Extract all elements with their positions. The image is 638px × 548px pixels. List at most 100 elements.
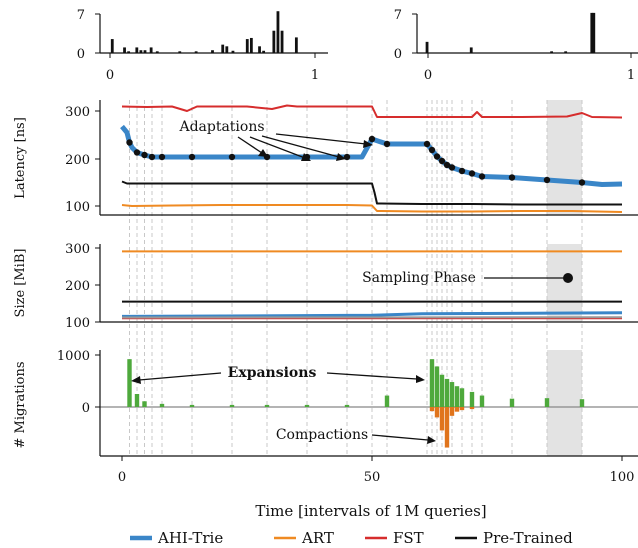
hist-left-xtick: 1: [311, 68, 319, 83]
migrations-panel: 1000 0 0 50 100 # Migrations Time [inter…: [13, 349, 638, 520]
compaction-bar: [429, 407, 435, 412]
hist-left-bar: [194, 51, 198, 53]
compaction-bar: [434, 407, 440, 418]
adaptation-point: [478, 173, 486, 180]
expansions-annotation: Expansions: [228, 365, 317, 381]
hist-left-ytick: 7: [77, 8, 85, 23]
expansion-bar: [429, 359, 435, 407]
hist-left-bar: [231, 50, 235, 53]
expansion-bar: [229, 404, 235, 407]
size-ytick: 200: [65, 279, 90, 294]
latency-ytick: 200: [65, 153, 90, 168]
hist-left-bar: [221, 44, 225, 53]
hist-left-bar: [276, 11, 280, 53]
hist-left-bar: [262, 50, 266, 53]
hist-left-bar: [272, 30, 276, 53]
adaptation-point: [438, 157, 446, 165]
legend-label: Pre-Trained: [483, 529, 573, 547]
adaptation-point: [423, 140, 431, 148]
hist-left-bar: [155, 51, 159, 53]
hist-left-bar: [139, 50, 143, 53]
size-ytick: 300: [65, 242, 90, 257]
expansion-bar: [469, 391, 475, 407]
hist-right-bar: [564, 51, 568, 53]
expansion-bar: [509, 398, 515, 407]
adaptation-point: [468, 170, 476, 177]
hist-right-ytick: 0: [394, 47, 402, 62]
hist-right-bar: [425, 41, 429, 53]
adaptation-point: [188, 153, 196, 161]
hist-left-bar: [127, 51, 131, 53]
migrations-ylabel: # Migrations: [13, 361, 28, 448]
hist-left-bar: [294, 37, 298, 53]
hist-right-panel: 7 0 0 1: [394, 8, 638, 83]
expansion-bar: [444, 378, 450, 407]
expansion-bar: [544, 398, 550, 407]
series-line-fst: [121, 104, 623, 119]
hist-right-xtick: 0: [424, 68, 432, 83]
expansion-bar: [479, 395, 485, 407]
hist-right-bar: [469, 47, 473, 53]
adaptation-point: [133, 149, 141, 156]
series-line-art: [121, 204, 623, 213]
expansion-bar: [127, 359, 132, 407]
hist-left-bar: [135, 47, 139, 53]
adaptations-annotation: Adaptations: [178, 119, 264, 135]
xlabel: Time [intervals of 1M queries]: [255, 502, 486, 520]
adaptation-point: [448, 164, 456, 171]
migrations-xtick: 50: [364, 470, 381, 485]
expansion-bar: [454, 386, 460, 407]
hist-right-bar: [590, 12, 594, 53]
hist-right-bar: [550, 51, 554, 53]
expansion-bar: [134, 394, 140, 407]
hist-right-xtick: 1: [627, 68, 635, 83]
expansion-bar: [159, 403, 165, 407]
adaptation-point: [383, 140, 391, 148]
hist-left-bar: [123, 47, 126, 53]
legend-label: AHI-Trie: [157, 529, 223, 547]
size-ytick: 100: [65, 316, 90, 331]
migrations-xtick: 100: [610, 470, 635, 485]
compactions-annotation: Compactions: [276, 427, 368, 443]
adaptations-arrows: [237, 133, 373, 161]
latency-panel: 300 200 100 Latency [ns] Adaptations: [13, 100, 638, 216]
legend: AHI-Trie ART FST Pre-Trained: [130, 529, 573, 547]
sampling-shade: [547, 100, 582, 215]
hist-right-bar: [592, 12, 596, 53]
latency-ytick: 100: [65, 200, 90, 215]
migrations-ytick: 0: [82, 401, 90, 416]
expansion-bar: [344, 404, 350, 407]
hist-left-bar: [149, 47, 153, 53]
adaptation-point: [428, 146, 436, 154]
hist-left-bar: [245, 39, 249, 53]
hist-left-xtick: 0: [106, 68, 114, 83]
adaptation-point: [141, 151, 148, 159]
adaptation-point: [433, 153, 441, 160]
expansion-bar: [189, 404, 195, 407]
hist-left-bar: [211, 50, 214, 53]
latency-ylabel: Latency [ns]: [13, 117, 28, 199]
compaction-bar: [454, 407, 460, 412]
expansion-bar: [439, 374, 445, 407]
adaptation-point: [458, 167, 466, 175]
adaptation-point: [443, 161, 451, 169]
expansion-bar: [579, 399, 585, 407]
hist-left-bar: [249, 37, 253, 53]
migrations-xtick: 0: [118, 470, 126, 485]
adaptation-point: [228, 153, 236, 161]
expansion-bar: [459, 388, 465, 407]
sampling-phase-annotation: Sampling Phase: [362, 270, 476, 286]
size-panel: 300 200 100 Size [MiB] Sampling Phase: [13, 242, 638, 331]
annotation-arrows: [131, 372, 436, 444]
compaction-bar: [449, 407, 455, 416]
sampling-shade: [547, 350, 582, 456]
expansion-bar: [264, 404, 270, 407]
expansion-bar: [384, 395, 390, 407]
sampling-phase-dot: [563, 273, 573, 283]
adaptation-point: [158, 153, 166, 161]
latency-ytick: 300: [65, 105, 90, 120]
expansion-bar: [142, 401, 147, 407]
adaptation-point: [148, 153, 156, 161]
compaction-bar: [469, 407, 475, 410]
